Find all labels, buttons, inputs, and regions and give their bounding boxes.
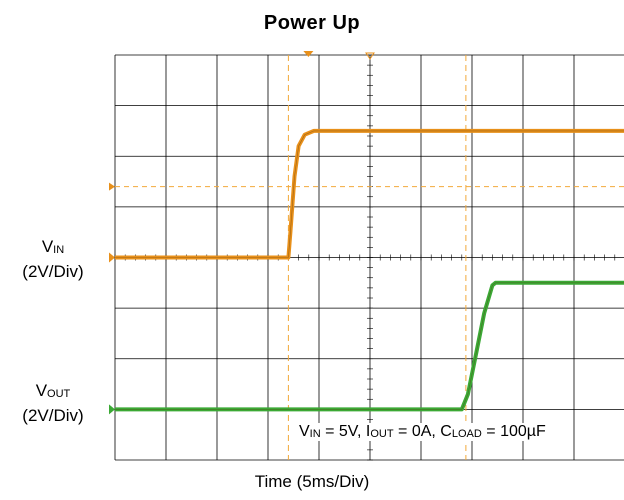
chart-title: Power Up <box>263 12 361 34</box>
vin-channel-label: VIN (2V/Div) <box>2 236 104 282</box>
x-axis-label: Time (5ms/Div) <box>254 472 370 491</box>
cond-vin-main: V <box>299 423 310 440</box>
cond-vin-val: = 5V, <box>320 423 366 440</box>
cond-vin-sub: IN <box>309 428 321 440</box>
test-conditions-annotation: VIN = 5V, IOUT = 0A, CLOAD = 100µF <box>295 423 550 441</box>
vout-trace-noise <box>115 282 624 410</box>
vin-trace-noise <box>115 130 624 258</box>
cond-cload-val: = 100µF <box>481 423 546 440</box>
trigger-position-marker <box>303 51 314 57</box>
trigger-level-marker <box>109 182 115 191</box>
vout-channel-label: VOUT (2V/Div) <box>2 380 104 426</box>
vout-label-sub: OUT <box>47 388 71 400</box>
cond-cload-main: C <box>440 423 452 440</box>
vout-trace <box>115 280 624 412</box>
vin-label-sub: IN <box>53 244 65 256</box>
vin-ground-marker <box>109 252 115 263</box>
vin-label-main: V <box>41 237 54 256</box>
vout-ground-marker <box>109 404 115 415</box>
vout-label-scale: (2V/Div) <box>22 406 84 425</box>
cond-cload-sub: LOAD <box>451 428 482 440</box>
cond-iout-main: I <box>365 423 371 440</box>
cond-iout-val: = 0A, <box>393 423 441 440</box>
center-position-marker <box>365 52 375 60</box>
cond-iout-sub: OUT <box>370 428 394 440</box>
vin-label-scale: (2V/Div) <box>22 262 84 281</box>
vin-trace <box>115 128 624 260</box>
vout-label-main: V <box>35 381 48 400</box>
